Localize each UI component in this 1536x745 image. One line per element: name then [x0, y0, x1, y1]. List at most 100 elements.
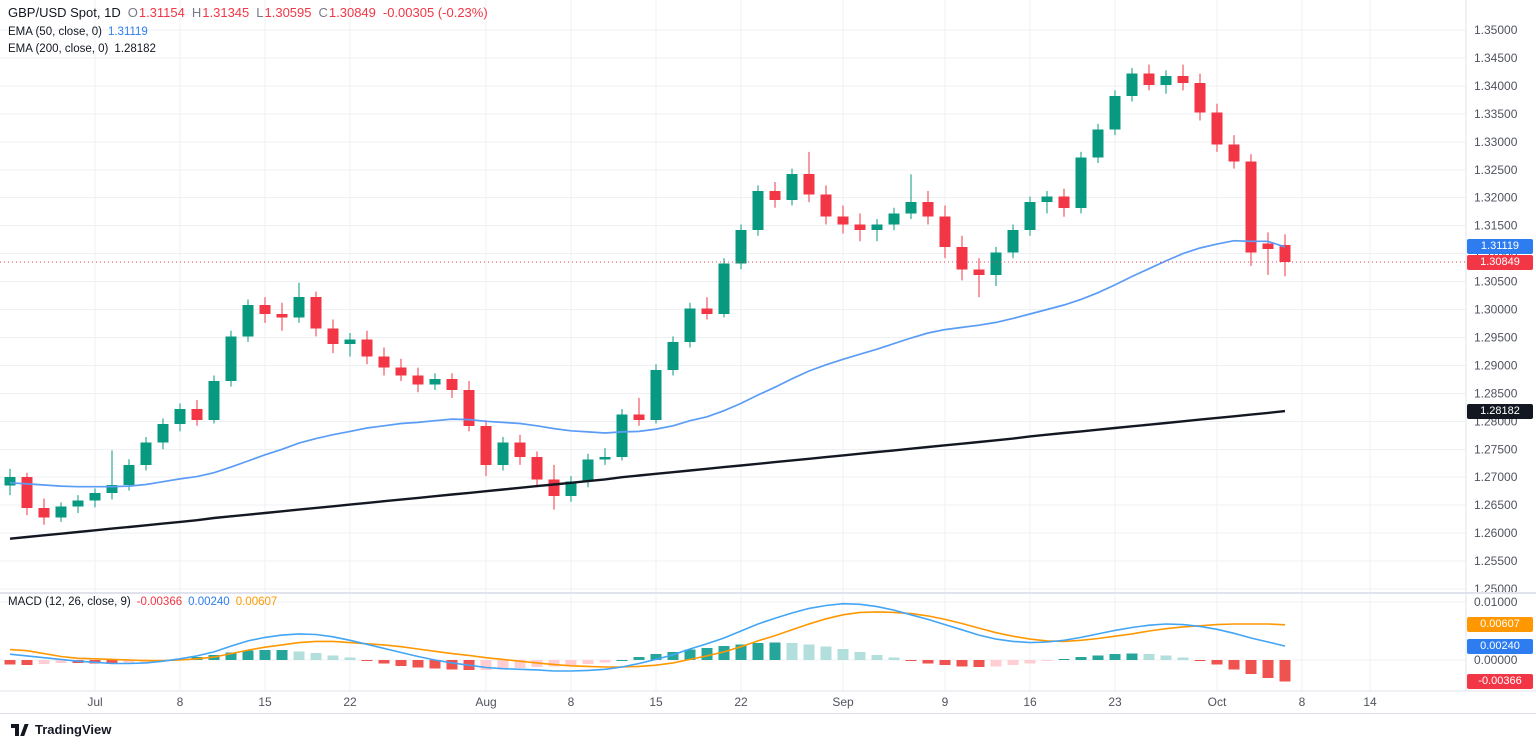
candle[interactable]: [106, 485, 118, 493]
candle[interactable]: [531, 457, 543, 480]
macd-hist-bar[interactable]: [871, 654, 883, 660]
macd-hist-bar[interactable]: [939, 660, 951, 666]
candle[interactable]: [38, 507, 50, 518]
candle[interactable]: [854, 224, 866, 231]
candle[interactable]: [1126, 73, 1138, 96]
candle[interactable]: [1024, 202, 1036, 231]
macd-hist-bar[interactable]: [582, 660, 594, 665]
macd-hist-bar[interactable]: [429, 660, 441, 669]
candle[interactable]: [803, 174, 815, 195]
candle[interactable]: [378, 356, 390, 368]
candle[interactable]: [174, 409, 186, 425]
macd-hist-bar[interactable]: [1211, 660, 1223, 665]
candle[interactable]: [684, 308, 696, 342]
candle[interactable]: [412, 375, 424, 385]
candle[interactable]: [973, 269, 985, 275]
macd-hist-bar[interactable]: [1075, 657, 1087, 660]
ema200-line[interactable]: [9, 409, 1286, 540]
macd-hist-bar[interactable]: [701, 647, 713, 660]
macd-hist-bar[interactable]: [1160, 655, 1172, 660]
macd-hist-bar[interactable]: [1262, 660, 1274, 678]
candle[interactable]: [922, 202, 934, 217]
candle[interactable]: [1143, 73, 1155, 85]
macd-hist-bar[interactable]: [888, 657, 900, 660]
macd-hist-bar[interactable]: [1126, 653, 1138, 660]
macd-hist-bar[interactable]: [1058, 658, 1070, 660]
candle[interactable]: [225, 336, 237, 382]
candle[interactable]: [191, 409, 203, 421]
candle[interactable]: [939, 216, 951, 247]
macd-hist-bar[interactable]: [310, 653, 322, 660]
candle[interactable]: [1194, 83, 1206, 113]
macd-hist-bar[interactable]: [973, 660, 985, 667]
macd-hist-bar[interactable]: [1041, 660, 1053, 662]
macd-hist-bar[interactable]: [1109, 654, 1121, 660]
candle[interactable]: [769, 190, 781, 200]
macd-hist-bar[interactable]: [905, 660, 917, 662]
ema50-legend-row[interactable]: EMA (50, close, 0) 1.31119: [8, 26, 488, 43]
candle[interactable]: [1262, 243, 1274, 250]
macd-hist-bar[interactable]: [820, 646, 832, 660]
macd-hist-bar[interactable]: [21, 660, 33, 666]
candle[interactable]: [1245, 161, 1257, 253]
macd-hist-bar[interactable]: [684, 649, 696, 660]
macd-hist-bar[interactable]: [378, 660, 390, 664]
candle[interactable]: [820, 194, 832, 217]
macd-hist-bar[interactable]: [633, 657, 645, 660]
candle[interactable]: [72, 500, 84, 507]
candle[interactable]: [1279, 244, 1291, 263]
macd-hist-bar[interactable]: [1143, 654, 1155, 660]
tradingview-link[interactable]: TradingView: [10, 722, 111, 737]
macd-hist-bar[interactable]: [752, 643, 764, 660]
macd-hist-bar[interactable]: [854, 651, 866, 660]
macd-hist-bar[interactable]: [1007, 660, 1019, 666]
macd-hist-bar[interactable]: [1228, 660, 1240, 670]
macd-hist-bar[interactable]: [106, 660, 118, 665]
macd-hist-bar[interactable]: [4, 660, 16, 665]
macd-hist-bar[interactable]: [803, 644, 815, 660]
macd-hist-bar[interactable]: [1279, 660, 1291, 682]
macd-hist-bar[interactable]: [55, 660, 67, 663]
macd-legend-row[interactable]: MACD (12, 26, close, 9) -0.00366 0.00240…: [8, 596, 277, 613]
candle[interactable]: [463, 389, 475, 426]
candle[interactable]: [548, 479, 560, 497]
candle[interactable]: [446, 378, 458, 390]
macd-hist-bar[interactable]: [361, 660, 373, 661]
macd-hist-bar[interactable]: [718, 646, 730, 660]
macd-hist-bar[interactable]: [38, 660, 50, 665]
macd-hist-bar[interactable]: [1177, 657, 1189, 660]
macd-hist-bar[interactable]: [242, 650, 254, 660]
candle[interactable]: [888, 213, 900, 225]
candle[interactable]: [582, 459, 594, 482]
macd-hist-bar[interactable]: [259, 650, 271, 660]
ema50-line[interactable]: [9, 239, 1286, 488]
candle[interactable]: [293, 297, 305, 318]
macd-hist-bar[interactable]: [837, 648, 849, 660]
candle[interactable]: [616, 414, 628, 458]
candle[interactable]: [4, 477, 16, 486]
candle[interactable]: [1058, 196, 1070, 208]
candle[interactable]: [1211, 112, 1223, 145]
macd-hist-bar[interactable]: [514, 660, 526, 669]
macd-hist-bar[interactable]: [1245, 660, 1257, 674]
macd-hist-bar[interactable]: [922, 660, 934, 664]
candle[interactable]: [429, 378, 441, 385]
macd-hist-bar[interactable]: [412, 660, 424, 668]
macd-line[interactable]: [9, 602, 1286, 672]
candle[interactable]: [1007, 230, 1019, 253]
candle[interactable]: [905, 202, 917, 214]
macd-hist-bar[interactable]: [990, 660, 1002, 667]
candle[interactable]: [55, 506, 67, 518]
candle[interactable]: [1041, 196, 1053, 203]
candle[interactable]: [89, 492, 101, 501]
candle[interactable]: [650, 369, 662, 421]
candle[interactable]: [514, 442, 526, 458]
macd-hist-bar[interactable]: [497, 660, 509, 670]
macd-hist-bar[interactable]: [667, 651, 679, 660]
candle[interactable]: [242, 305, 254, 337]
candle[interactable]: [1177, 75, 1189, 84]
macd-hist-bar[interactable]: [327, 655, 339, 660]
macd-hist-bar[interactable]: [956, 660, 968, 667]
candle[interactable]: [327, 328, 339, 345]
candle[interactable]: [395, 367, 407, 376]
